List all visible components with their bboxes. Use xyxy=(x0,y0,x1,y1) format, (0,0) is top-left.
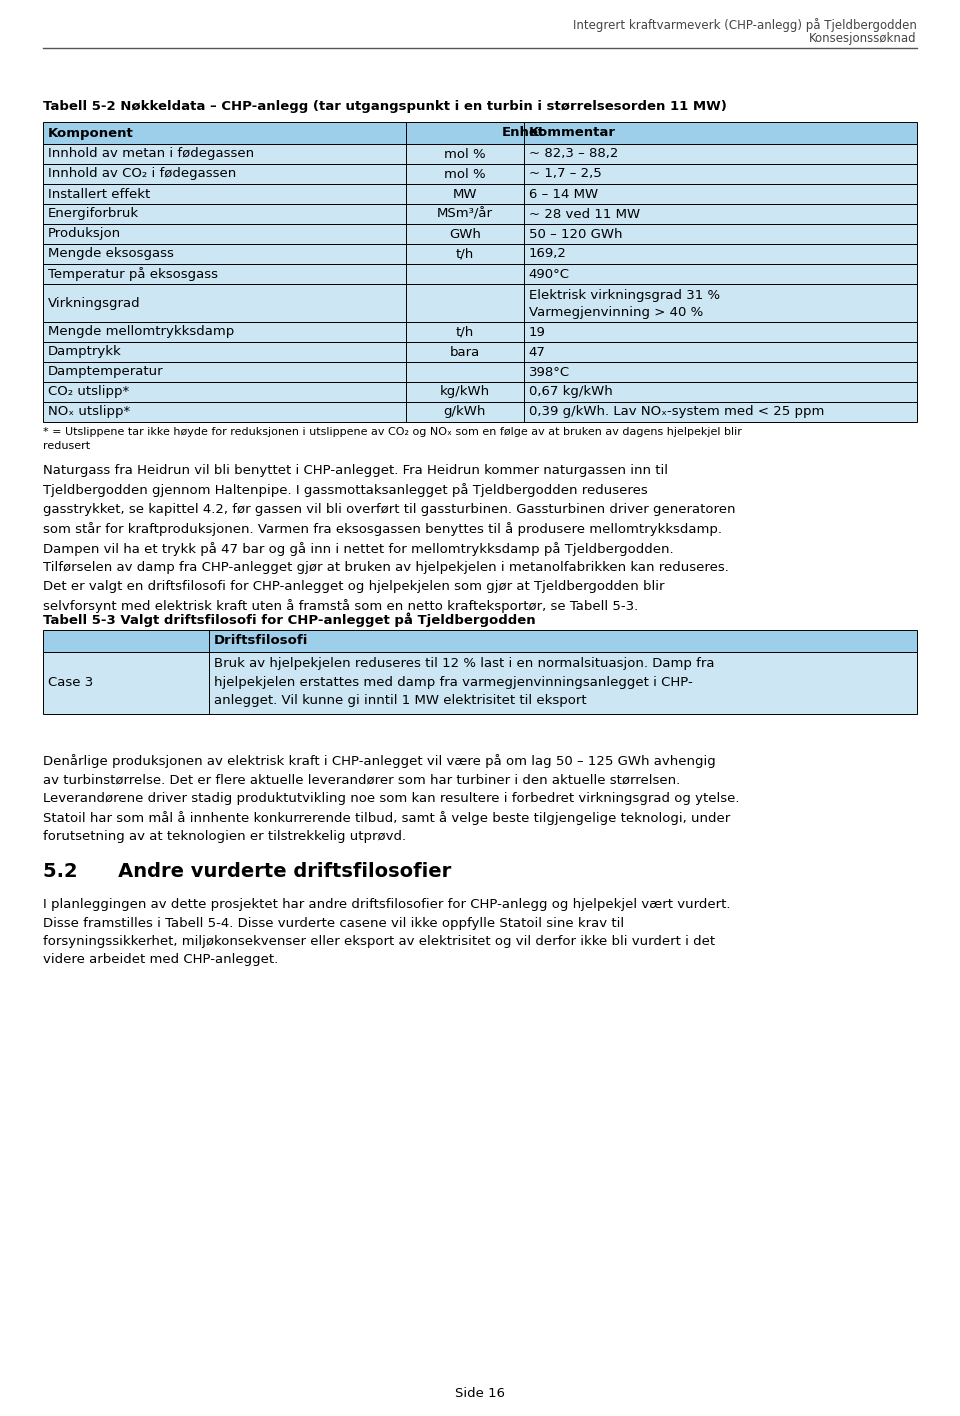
Text: Energiforbruk: Energiforbruk xyxy=(48,208,139,221)
Text: Bruk av hjelpekjelen reduseres til 12 % last i en normalsituasjon. Damp fra: Bruk av hjelpekjelen reduseres til 12 % … xyxy=(214,657,714,670)
Text: 0,39 g/kWh. Lav NOₓ-system med < 25 ppm: 0,39 g/kWh. Lav NOₓ-system med < 25 ppm xyxy=(529,405,824,419)
Text: 398°C: 398°C xyxy=(529,365,570,378)
Text: Produksjon: Produksjon xyxy=(48,228,121,241)
Text: Installert effekt: Installert effekt xyxy=(48,187,151,201)
Bar xyxy=(43,184,917,204)
Text: anlegget. Vil kunne gi inntil 1 MW elektrisitet til eksport: anlegget. Vil kunne gi inntil 1 MW elekt… xyxy=(214,694,587,707)
Text: 19: 19 xyxy=(529,326,545,338)
Bar xyxy=(43,244,917,263)
Text: Temperatur på eksosgass: Temperatur på eksosgass xyxy=(48,268,218,280)
Text: Konsesjonssøknad: Konsesjonssøknad xyxy=(809,33,917,45)
Text: mol %: mol % xyxy=(444,147,486,160)
Bar xyxy=(43,224,917,244)
Text: Case 3: Case 3 xyxy=(48,677,93,690)
Text: 5.2      Andre vurderte driftsfilosofier: 5.2 Andre vurderte driftsfilosofier xyxy=(43,862,451,881)
Text: Damptemperatur: Damptemperatur xyxy=(48,365,163,378)
Text: Komponent: Komponent xyxy=(48,126,133,140)
Text: 50 – 120 GWh: 50 – 120 GWh xyxy=(529,228,622,241)
Text: bara: bara xyxy=(449,346,480,358)
Text: ~ 28 ved 11 MW: ~ 28 ved 11 MW xyxy=(529,208,639,221)
Text: Integrert kraftvarmeverk (CHP-anlegg) på Tjeldbergodden: Integrert kraftvarmeverk (CHP-anlegg) på… xyxy=(573,18,917,33)
Bar xyxy=(43,630,917,651)
Bar xyxy=(43,164,917,184)
Text: ~ 82,3 – 88,2: ~ 82,3 – 88,2 xyxy=(529,147,618,160)
Bar xyxy=(43,362,917,382)
Text: kg/kWh: kg/kWh xyxy=(440,385,490,398)
Text: Side 16: Side 16 xyxy=(455,1388,505,1400)
Text: Mengde eksosgass: Mengde eksosgass xyxy=(48,248,174,261)
Text: GWh: GWh xyxy=(448,228,481,241)
Text: t/h: t/h xyxy=(456,326,474,338)
Text: Innhold av CO₂ i fødegassen: Innhold av CO₂ i fødegassen xyxy=(48,167,236,180)
Text: 47: 47 xyxy=(529,346,545,358)
Text: Varmegjenvinning > 40 %: Varmegjenvinning > 40 % xyxy=(529,306,703,319)
Bar xyxy=(43,402,917,422)
Text: Enhet: Enhet xyxy=(502,126,545,140)
Text: NOₓ utslipp*: NOₓ utslipp* xyxy=(48,405,131,419)
Text: 6 – 14 MW: 6 – 14 MW xyxy=(529,187,598,201)
Text: Denårlige produksjonen av elektrisk kraft i CHP-anlegget vil være på om lag 50 –: Denårlige produksjonen av elektrisk kraf… xyxy=(43,753,739,844)
Bar xyxy=(43,204,917,224)
Bar xyxy=(43,343,917,362)
Text: Driftsfilosofi: Driftsfilosofi xyxy=(214,634,308,647)
Bar xyxy=(43,321,917,343)
Text: hjelpekjelen erstattes med damp fra varmegjenvinningsanlegget i CHP-: hjelpekjelen erstattes med damp fra varm… xyxy=(214,675,693,688)
Bar xyxy=(43,651,917,714)
Text: Innhold av metan i fødegassen: Innhold av metan i fødegassen xyxy=(48,147,254,160)
Text: t/h: t/h xyxy=(456,248,474,261)
Bar xyxy=(43,285,917,321)
Text: 0,67 kg/kWh: 0,67 kg/kWh xyxy=(529,385,612,398)
Text: Elektrisk virkningsgrad 31 %: Elektrisk virkningsgrad 31 % xyxy=(529,289,720,302)
Text: * = Utslippene tar ikke høyde for reduksjonen i utslippene av CO₂ og NOₓ som en : * = Utslippene tar ikke høyde for reduks… xyxy=(43,428,742,450)
Text: ~ 1,7 – 2,5: ~ 1,7 – 2,5 xyxy=(529,167,602,180)
Bar xyxy=(43,122,917,144)
Text: Tabell 5-2 Nøkkeldata – CHP-anlegg (tar utgangspunkt i en turbin i størrelsesord: Tabell 5-2 Nøkkeldata – CHP-anlegg (tar … xyxy=(43,101,727,113)
Text: I planleggingen av dette prosjektet har andre driftsfilosofier for CHP-anlegg og: I planleggingen av dette prosjektet har … xyxy=(43,898,731,967)
Bar xyxy=(43,382,917,402)
Text: 169,2: 169,2 xyxy=(529,248,566,261)
Text: Damptrykk: Damptrykk xyxy=(48,346,122,358)
Text: mol %: mol % xyxy=(444,167,486,180)
Text: Tabell 5-3 Valgt driftsfilosofi for CHP-anlegget på Tjeldbergodden: Tabell 5-3 Valgt driftsfilosofi for CHP-… xyxy=(43,612,536,626)
Text: MSm³/år: MSm³/år xyxy=(437,208,492,221)
Text: Virkningsgrad: Virkningsgrad xyxy=(48,296,140,310)
Bar xyxy=(43,144,917,164)
Text: g/kWh: g/kWh xyxy=(444,405,486,419)
Text: Naturgass fra Heidrun vil bli benyttet i CHP-anlegget. Fra Heidrun kommer naturg: Naturgass fra Heidrun vil bli benyttet i… xyxy=(43,464,735,613)
Text: Kommentar: Kommentar xyxy=(529,126,615,140)
Text: Mengde mellomtrykksdamp: Mengde mellomtrykksdamp xyxy=(48,326,234,338)
Text: 490°C: 490°C xyxy=(529,268,569,280)
Text: MW: MW xyxy=(452,187,477,201)
Text: CO₂ utslipp*: CO₂ utslipp* xyxy=(48,385,130,398)
Bar xyxy=(43,263,917,285)
